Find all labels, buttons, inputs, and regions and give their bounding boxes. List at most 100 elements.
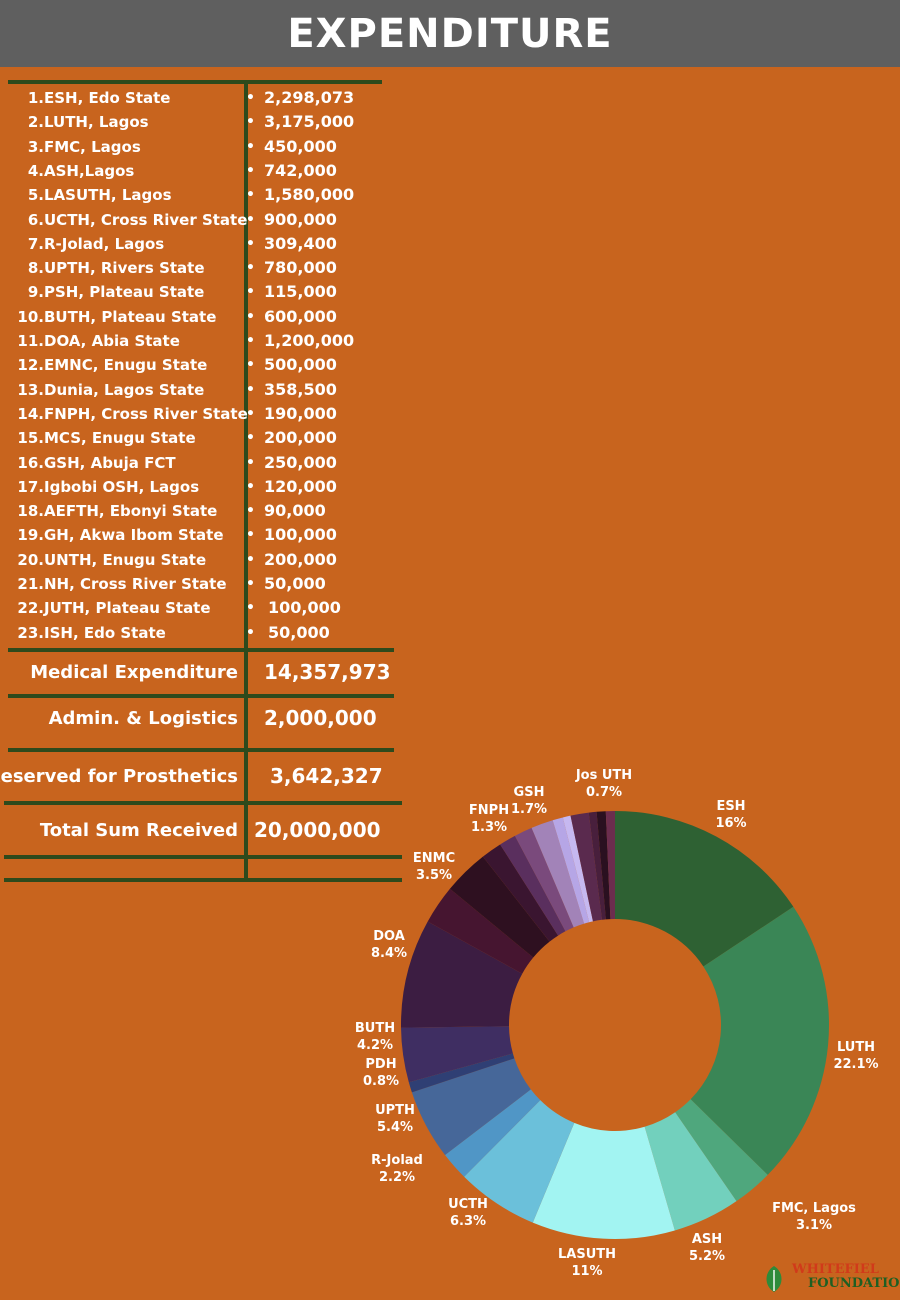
row-amount: 780,000	[264, 258, 337, 278]
row-number: 14.	[17, 404, 44, 423]
expenditure-table: 1. ESH, Edo State • 2,298,073 2. LUTH, Lagos •…	[0, 70, 420, 890]
row-amount: 50,000	[264, 574, 326, 593]
row-number: 12.	[17, 356, 44, 375]
row-hospital-name: FNPH, Cross River State	[44, 404, 248, 423]
donut-slice-r-jolad	[445, 1089, 541, 1177]
row-hospital-name: BUTH, Plateau State	[44, 307, 217, 326]
row-amount: 3,175,000	[264, 112, 355, 132]
slice-percent-label: 11%	[571, 1264, 602, 1279]
table-row: 7. R-Jolad, Lagos • 309,400	[0, 232, 420, 256]
table-row: 23. ISH, Edo State • 50,000	[0, 621, 420, 645]
donut-slice-doa	[401, 921, 523, 1028]
table-row: 16. GSH, Abuja FCT • 250,000	[0, 451, 420, 475]
row-hospital-name: EMNC, Enugu State	[44, 356, 208, 375]
table-row: 18. AEFTH, Ebonyi State • 90,000	[0, 499, 420, 523]
donut-slice-upth	[411, 1058, 531, 1156]
slice-percent-label: 16%	[715, 816, 746, 831]
slice-percent-label: 3.5%	[416, 868, 452, 883]
logo-name: WHITEFIEL	[792, 1262, 879, 1277]
row-bullet: •	[246, 260, 255, 277]
row-amount: 90,000	[264, 501, 326, 521]
row-number: 2.	[27, 113, 44, 132]
row-amount: 250,000	[264, 452, 337, 472]
table-row: 9. PSH, Plateau State • 115,000	[0, 280, 420, 304]
table-rule	[4, 878, 402, 882]
page-title: EXPENDITURE	[287, 10, 613, 57]
donut-slice	[605, 811, 615, 920]
table-row: 10. BUTH, Plateau State • 600,000	[0, 305, 420, 329]
row-number: 21.	[17, 575, 44, 593]
row-hospital-name: PSH, Plateau State	[44, 283, 205, 302]
slice-name-label: FNPH	[469, 803, 509, 818]
table-row: 13. Dunia, Lagos State • 358,500	[0, 378, 420, 402]
row-bullet: •	[246, 430, 255, 447]
row-amount: 115,000	[264, 282, 337, 302]
slice-percent-label: 1.7%	[511, 802, 547, 817]
row-bullet: •	[246, 90, 255, 106]
row-bullet: •	[246, 187, 255, 204]
table-row: 2. LUTH, Lagos • 3,175,000	[0, 110, 420, 134]
table-rule	[4, 801, 402, 805]
row-number: 1.	[27, 89, 44, 107]
row-amount: 1,580,000	[264, 185, 355, 205]
row-amount: 500,000	[264, 355, 337, 375]
donut-slice	[562, 815, 593, 923]
header-bar: EXPENDITURE	[0, 0, 900, 67]
summary-value-admin: 2,000,000	[264, 706, 377, 730]
row-hospital-name: LUTH, Lagos	[44, 113, 149, 132]
slice-percent-label: 2.2%	[379, 1170, 415, 1185]
table-row: 20. UNTH, Enugu State • 200,000	[0, 548, 420, 572]
row-number: 9.	[27, 283, 44, 302]
row-hospital-name: DOA, Abia State	[44, 332, 180, 350]
row-amount: 120,000	[264, 476, 337, 496]
row-hospital-name: JUTH, Plateau State	[44, 599, 211, 618]
donut-slice-enmc	[449, 856, 550, 958]
donut-slice	[588, 811, 606, 920]
row-bullet: •	[246, 211, 255, 228]
row-bullet: •	[246, 624, 255, 641]
table-rule	[8, 694, 394, 698]
summary-value-medical: 14,357,973	[264, 660, 391, 684]
row-amount: 190,000	[264, 403, 337, 423]
row-amount: 900,000	[264, 209, 337, 229]
row-amount: 309,400	[264, 233, 337, 253]
donut-slice-gsh	[531, 820, 585, 928]
row-number: 8.	[27, 259, 44, 278]
row-bullet: •	[246, 114, 255, 131]
slice-name-label: PDH	[365, 1057, 396, 1072]
slice-percent-label: 22.1%	[833, 1057, 878, 1072]
row-bullet: •	[246, 284, 255, 301]
row-hospital-name: UNTH, Enugu State	[44, 550, 207, 569]
table-rule	[8, 748, 394, 752]
slice-name-label: DOA	[373, 929, 405, 944]
row-hospital-name: MCS, Enugu State	[44, 429, 196, 448]
donut-slice-fnph	[500, 835, 566, 936]
table-row: 1. ESH, Edo State • 2,298,073	[0, 86, 420, 110]
row-hospital-name: ESH, Edo State	[44, 89, 171, 107]
row-bullet: •	[246, 235, 255, 252]
leaf-icon	[766, 1266, 782, 1292]
table-column-divider	[244, 80, 248, 880]
row-amount: 600,000	[264, 306, 337, 326]
slice-name-label: LUTH	[837, 1040, 875, 1055]
row-number: 6.	[27, 210, 44, 229]
row-number: 11.	[17, 332, 44, 350]
row-hospital-name: UPTH, Rivers State	[44, 259, 205, 278]
row-hospital-name: LASUTH, Lagos	[44, 186, 172, 205]
table-row: 11. DOA, Abia State • 1,200,000	[0, 329, 420, 353]
table-row: 6. UCTH, Cross River State • 900,000	[0, 208, 420, 232]
table-top-rule	[8, 80, 382, 84]
donut-slice-luth	[690, 906, 830, 1175]
slice-percent-label: 0.7%	[586, 785, 622, 800]
table-row: 8. UPTH, Rivers State • 780,000	[0, 256, 420, 280]
row-number: 17.	[17, 477, 44, 496]
row-bullet: •	[246, 600, 255, 617]
row-number: 5.	[27, 186, 44, 205]
row-number: 23.	[17, 623, 44, 642]
summary-label-total: Total Sum Received	[39, 820, 238, 841]
row-bullet: •	[246, 138, 255, 155]
row-hospital-name: GH, Akwa Ibom State	[44, 526, 224, 545]
slice-percent-label: 0.8%	[363, 1074, 399, 1089]
slice-name-label: UPTH	[375, 1103, 415, 1118]
